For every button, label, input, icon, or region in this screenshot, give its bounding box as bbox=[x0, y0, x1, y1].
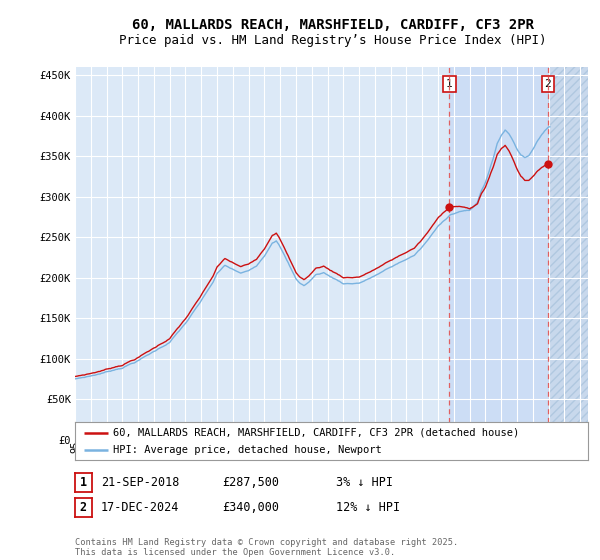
Text: 17-DEC-2024: 17-DEC-2024 bbox=[101, 501, 179, 515]
Text: 60, MALLARDS REACH, MARSHFIELD, CARDIFF, CF3 2PR: 60, MALLARDS REACH, MARSHFIELD, CARDIFF,… bbox=[132, 18, 534, 32]
Text: Price paid vs. HM Land Registry’s House Price Index (HPI): Price paid vs. HM Land Registry’s House … bbox=[119, 34, 547, 47]
Bar bbox=[548, 67, 588, 440]
Text: £287,500: £287,500 bbox=[222, 476, 279, 489]
Text: HPI: Average price, detached house, Newport: HPI: Average price, detached house, Newp… bbox=[113, 445, 382, 455]
Text: 2: 2 bbox=[545, 79, 551, 89]
Text: 21-SEP-2018: 21-SEP-2018 bbox=[101, 476, 179, 489]
Bar bbox=[548, 67, 588, 440]
Text: £340,000: £340,000 bbox=[222, 501, 279, 515]
Text: Contains HM Land Registry data © Crown copyright and database right 2025.
This d: Contains HM Land Registry data © Crown c… bbox=[75, 538, 458, 557]
Text: 12% ↓ HPI: 12% ↓ HPI bbox=[336, 501, 400, 515]
Text: 1: 1 bbox=[446, 79, 453, 89]
Bar bbox=[449, 67, 548, 440]
Text: 1: 1 bbox=[80, 476, 87, 489]
Text: 3% ↓ HPI: 3% ↓ HPI bbox=[336, 476, 393, 489]
Text: 2: 2 bbox=[80, 501, 87, 515]
Text: 60, MALLARDS REACH, MARSHFIELD, CARDIFF, CF3 2PR (detached house): 60, MALLARDS REACH, MARSHFIELD, CARDIFF,… bbox=[113, 427, 520, 437]
